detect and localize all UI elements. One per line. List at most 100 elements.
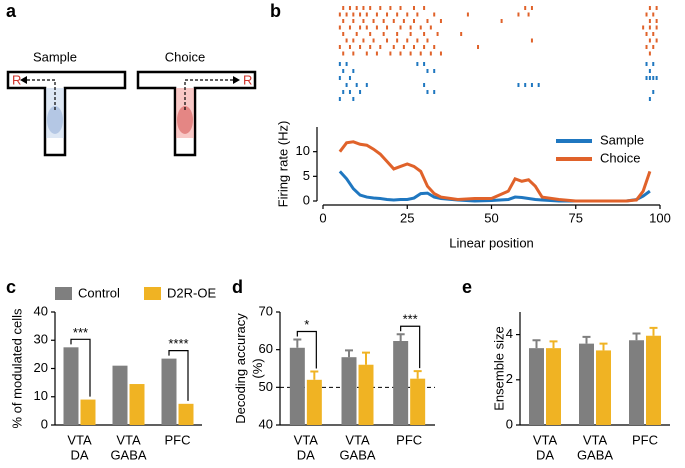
spike: [648, 19, 651, 23]
bar: [112, 365, 128, 425]
spike: [345, 38, 348, 43]
bar: [358, 364, 374, 425]
error-bar: [310, 370, 319, 380]
spike: [399, 51, 402, 56]
y-tick-label: 20: [34, 360, 48, 375]
bar: [393, 341, 409, 425]
y-axis-label: Decoding accuracy: [233, 313, 248, 424]
spike: [416, 62, 419, 66]
reward-label: R: [243, 72, 252, 87]
spike: [642, 25, 645, 30]
y-tick-label: 40: [34, 303, 48, 318]
spike: [524, 83, 527, 87]
spike: [338, 97, 341, 101]
legend-swatch: [55, 287, 72, 300]
spike: [652, 32, 655, 36]
y-axis-label: (%): [250, 358, 265, 378]
spike: [372, 38, 375, 43]
spike: [648, 69, 651, 73]
y-tick-label: 10: [296, 143, 310, 158]
legend-label: Sample: [600, 132, 644, 147]
spike: [342, 32, 345, 36]
spike: [352, 69, 355, 73]
significance-label: *: [304, 317, 309, 332]
y-tick-label: 0: [303, 192, 310, 207]
error-bar: [396, 333, 405, 342]
y-tick-label: 40: [259, 416, 273, 431]
x-tick-label: GABA: [110, 447, 146, 462]
maze-title: Sample: [33, 49, 77, 64]
spike: [655, 38, 658, 43]
spike: [439, 19, 442, 23]
spike: [342, 6, 345, 10]
spike: [477, 45, 480, 49]
spike: [436, 32, 439, 36]
t-maze: Choice R: [136, 49, 257, 157]
spike: [655, 76, 658, 80]
spike: [352, 19, 355, 23]
x-tick-label: DA: [536, 447, 554, 462]
spike: [352, 51, 355, 56]
spike: [355, 83, 358, 87]
spike: [338, 45, 341, 49]
y-axis-label: Firing rate (Hz): [275, 121, 290, 208]
spike: [379, 45, 382, 49]
spike: [460, 32, 463, 36]
spike: [345, 83, 348, 87]
spike: [517, 12, 520, 17]
x-tick-label: VTA: [67, 432, 92, 447]
y-tick-label: 30: [34, 332, 48, 347]
spike: [655, 25, 658, 30]
spike: [338, 12, 341, 17]
spike: [419, 25, 422, 30]
error-bar: [649, 326, 658, 336]
bar: [646, 335, 661, 425]
maze-title: Choice: [165, 49, 205, 64]
spike: [359, 25, 362, 30]
x-tick-label: 25: [400, 210, 414, 225]
spike: [352, 12, 355, 17]
x-tick-label: DA: [70, 447, 88, 462]
spike: [396, 38, 399, 43]
x-axis-label: Linear position: [449, 235, 534, 250]
bar: [629, 340, 644, 425]
spike: [389, 6, 392, 10]
spike: [392, 45, 395, 49]
significance-label: ***: [403, 312, 418, 327]
spike: [412, 19, 415, 23]
spike: [342, 69, 345, 73]
y-axis-label: Ensemble size: [491, 326, 506, 411]
spike: [409, 32, 412, 36]
legend-label: D2R-OE: [167, 285, 216, 300]
spike: [433, 45, 436, 49]
bar: [546, 348, 561, 425]
spike: [648, 25, 651, 30]
y-tick-label: 0: [41, 416, 48, 431]
spike: [396, 12, 399, 17]
spike: [375, 51, 378, 56]
x-tick-label: 50: [484, 210, 498, 225]
spike: [365, 12, 368, 17]
spike: [439, 51, 442, 56]
spike: [338, 25, 341, 30]
spike: [406, 38, 409, 43]
y-tick-label: 70: [259, 303, 273, 318]
x-tick-label: PFC: [396, 432, 422, 447]
spike: [645, 76, 648, 80]
spike: [365, 83, 368, 87]
bar: [341, 357, 357, 425]
spike: [389, 51, 392, 56]
spike: [527, 12, 530, 17]
bar: [178, 403, 194, 425]
x-tick-label: 100: [649, 210, 671, 225]
panel-label: a: [6, 1, 17, 21]
spike: [426, 90, 429, 94]
spike: [648, 38, 651, 43]
spike: [530, 83, 533, 87]
spike: [648, 51, 651, 56]
spike: [412, 6, 415, 10]
spike: [406, 12, 409, 17]
spike: [375, 25, 378, 30]
spike: [423, 6, 426, 10]
spike: [355, 6, 358, 10]
